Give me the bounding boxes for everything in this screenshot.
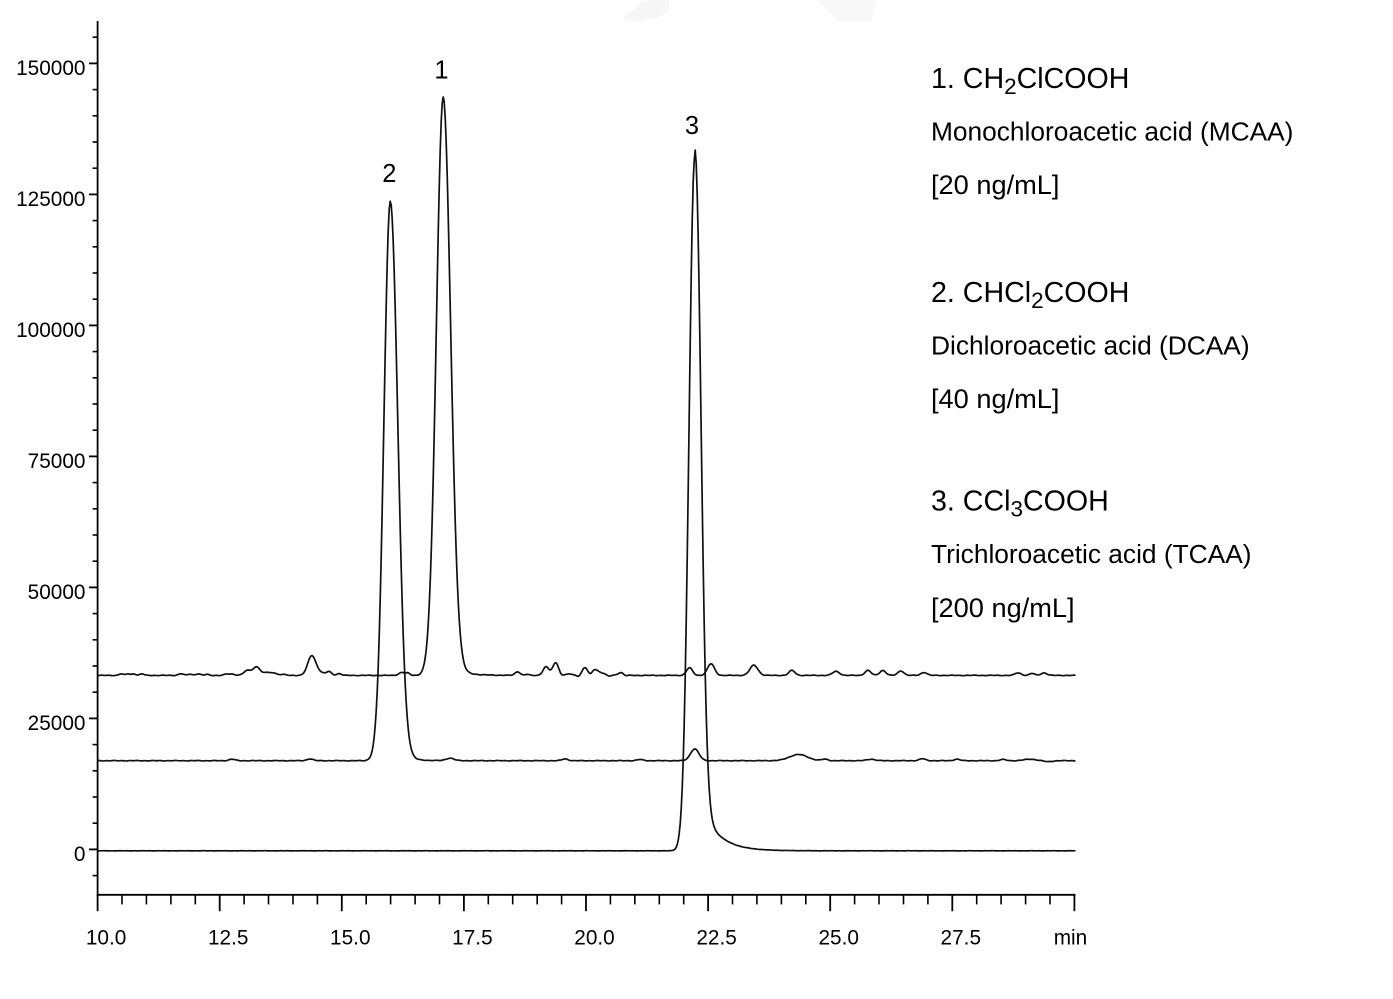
svg-text:17.5: 17.5 [452, 927, 492, 950]
svg-text:[40 ng/mL]: [40 ng/mL] [931, 383, 1059, 414]
svg-text:10.0: 10.0 [86, 927, 126, 950]
svg-text:25000: 25000 [28, 712, 86, 735]
svg-text:2. CHCl2COOH: 2. CHCl2COOH [931, 277, 1129, 313]
svg-text:125000: 125000 [16, 188, 85, 211]
svg-text:Monochloroacetic acid (MCAA): Monochloroacetic acid (MCAA) [931, 117, 1293, 147]
svg-text:22.5: 22.5 [696, 927, 736, 950]
svg-text:75000: 75000 [28, 450, 86, 473]
svg-text:Dichloroacetic acid (DCAA): Dichloroacetic acid (DCAA) [931, 331, 1250, 361]
svg-text:3: 3 [685, 112, 699, 140]
svg-text:Trichloroacetic acid (TCAA): Trichloroacetic acid (TCAA) [931, 539, 1252, 569]
svg-text:1. CH2ClCOOH: 1. CH2ClCOOH [931, 63, 1129, 99]
svg-text:1: 1 [434, 57, 448, 85]
svg-text:100000: 100000 [16, 319, 85, 342]
svg-text:[20 ng/mL]: [20 ng/mL] [931, 169, 1059, 200]
svg-text:50000: 50000 [28, 581, 86, 604]
svg-text:0: 0 [74, 843, 86, 866]
svg-text:25.0: 25.0 [818, 927, 858, 950]
svg-text:min: min [1054, 927, 1088, 950]
svg-text:12.5: 12.5 [208, 927, 248, 950]
svg-text:27.5: 27.5 [941, 927, 981, 950]
svg-text:15.0: 15.0 [330, 927, 370, 950]
svg-text:[200 ng/mL]: [200 ng/mL] [931, 592, 1075, 623]
svg-text:150000: 150000 [16, 57, 85, 80]
svg-text:20.0: 20.0 [574, 927, 614, 950]
svg-text:2: 2 [382, 160, 396, 188]
